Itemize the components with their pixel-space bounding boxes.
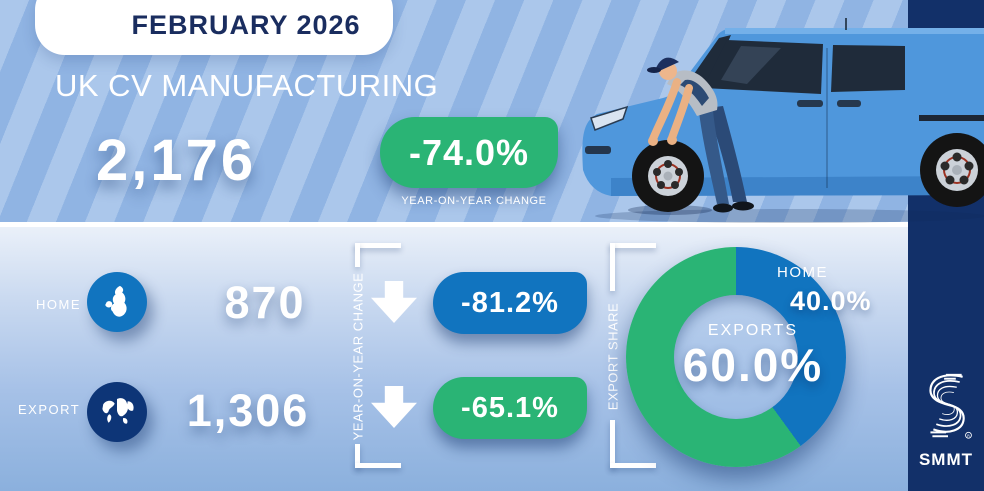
yoy-bracket-top-seg	[355, 243, 360, 267]
share-bracket-top-stub	[610, 243, 656, 248]
svg-text:R: R	[967, 433, 970, 438]
van-roof-highlight	[725, 28, 984, 34]
registered-mark-icon	[965, 431, 972, 439]
donut-exports-pct: 60.0%	[682, 339, 824, 391]
mechanic-figure	[647, 57, 754, 213]
donut-exports-label: EXPORTS	[707, 322, 799, 339]
donut-home-label: HOME	[777, 264, 828, 281]
yoy-bracket-bottom-seg	[355, 444, 360, 468]
export-share-axis-label: EXPORT SHARE	[605, 302, 621, 411]
total-yoy-caption: YEAR-ON-YEAR CHANGE	[401, 195, 547, 207]
van-side-window	[831, 45, 905, 92]
home-yoy-value: -81.2%	[461, 286, 559, 319]
uk-map-icon	[105, 285, 127, 317]
export-units-value: 1,306	[186, 385, 310, 436]
smmt-hatch-lines	[930, 373, 962, 438]
total-yoy-value: -74.0%	[408, 131, 530, 173]
export-yoy-badge: -65.1%	[433, 377, 587, 439]
window-reflection	[721, 46, 781, 84]
export-row-label: EXPORT	[18, 402, 81, 417]
export-yoy-value: -65.1%	[461, 391, 559, 424]
door-handle-front	[797, 100, 823, 107]
rear-wheel	[920, 133, 984, 207]
ground-shadow	[595, 209, 984, 223]
section-divider	[0, 222, 908, 227]
van-antenna	[845, 18, 847, 30]
spare-tire	[628, 140, 712, 215]
side-moulding	[919, 115, 984, 121]
export-share-donut-hole	[674, 295, 798, 419]
yoy-bracket-top-stub	[355, 243, 401, 248]
yoy-axis-label: YEAR-ON-YEAR CHANGE	[350, 272, 366, 441]
month-badge: FEBRUARY 2026	[35, 0, 393, 55]
globe-icon	[102, 398, 134, 424]
door-handle-rear	[837, 100, 861, 107]
front-grille	[585, 146, 611, 154]
share-bracket-top-seg	[610, 243, 615, 291]
total-units-value: 2,176	[96, 128, 257, 193]
donut-home-pct: 40.0%	[790, 286, 872, 316]
home-units-value: 870	[224, 277, 306, 328]
home-row-label: HOME	[36, 297, 81, 312]
van-mechanic-illustration	[582, 18, 984, 223]
home-icon-circle	[87, 272, 147, 332]
headlight	[590, 105, 629, 131]
share-bracket-bottom-seg	[610, 420, 615, 468]
share-bracket-bottom-stub	[610, 463, 656, 468]
yoy-bracket-bottom-stub	[355, 463, 401, 468]
van-windshield	[687, 35, 731, 86]
total-yoy-badge: -74.0%	[380, 117, 558, 188]
home-yoy-badge: -81.2%	[433, 272, 587, 334]
smmt-wordmark: SMMT	[918, 450, 974, 469]
smmt-logo-icon: R	[929, 373, 972, 439]
smmt-s-curves	[929, 374, 965, 433]
van-lower-shade	[611, 176, 984, 196]
page-title: UK CV MANUFACTURING	[55, 68, 439, 103]
export-icon-circle	[87, 382, 147, 442]
month-badge-label: FEBRUARY 2026	[131, 10, 361, 40]
